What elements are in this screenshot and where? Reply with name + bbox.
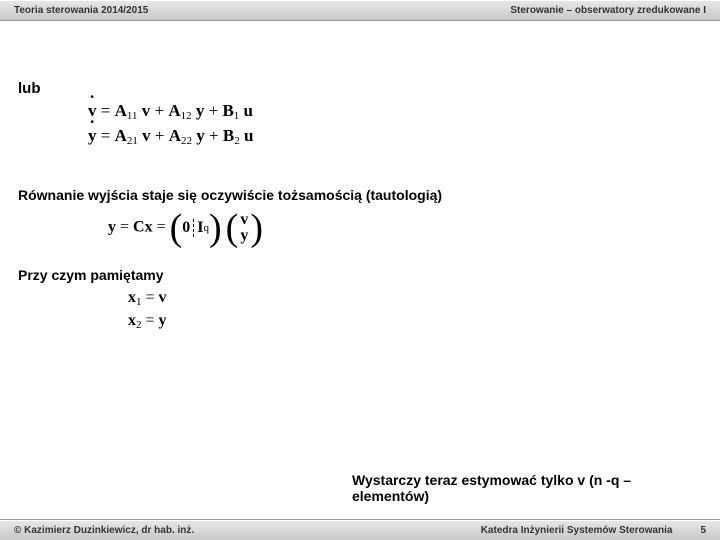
header-bar: Teoria sterowania 2014/2015 Sterowanie –… [0, 0, 720, 21]
sym-u2: u [244, 126, 253, 145]
slide-body: lub v = A11 v + A12 y + B1 u y = A21 v + [18, 30, 702, 510]
header-right: Sterowanie – obserwatory zredukowane I [510, 5, 706, 16]
map-v: v [159, 289, 167, 306]
eq-row-2: y = A21 v + A22 y + B2 u [88, 126, 702, 147]
sub-2: 2 [234, 135, 240, 147]
sub-x1: 1 [136, 296, 142, 308]
zero: 0 [182, 219, 190, 237]
vline-icon [193, 219, 194, 237]
paragraph-remember: Przy czym pamiętamy [18, 267, 702, 283]
block-vy: ( v y ) [226, 211, 263, 245]
footer-bar: © Kazimierz Duzinkiewicz, dr hab. inż. K… [0, 519, 720, 540]
out-C: C [133, 219, 145, 236]
sym-A22: A [169, 126, 181, 145]
footer-left: © Kazimierz Duzinkiewicz, dr hab. inż. [14, 525, 194, 536]
sym-y2: y [196, 126, 205, 145]
sym-B1: B [222, 101, 233, 120]
sub-11: 11 [127, 110, 138, 122]
paragraph-tautology: Równanie wyjścia staje się oczywiście to… [18, 187, 702, 203]
sym-A12: A [168, 101, 180, 120]
out-x: x [145, 219, 153, 236]
slide: Teoria sterowania 2014/2015 Sterowanie –… [0, 0, 720, 540]
footer-dept: Katedra Inżynierii Systemów Sterowania [481, 525, 673, 536]
vec-y: y [240, 228, 248, 244]
output-equation: y = Cx = ( 0 Iq ) ( v y ) [108, 211, 702, 245]
vec-v: v [240, 212, 248, 228]
sym-A11: A [115, 101, 127, 120]
out-y: y [108, 219, 116, 236]
sub-21: 21 [127, 135, 138, 147]
eq-row-1: v = A11 v + A12 y + B1 u [88, 101, 702, 122]
map-y: y [159, 312, 167, 329]
map-row-1: x1 = v [128, 289, 702, 308]
sym-x2: x [128, 312, 136, 329]
header-left: Teoria sterowania 2014/2015 [14, 5, 148, 16]
map-row-2: x2 = y [128, 312, 702, 331]
sub-1: 1 [234, 110, 240, 122]
mapping-equations: x1 = v x2 = y [128, 289, 702, 331]
page-number: 5 [700, 525, 706, 536]
sub-22: 22 [181, 135, 192, 147]
sub-12: 12 [181, 110, 192, 122]
sym-v: v [142, 101, 151, 120]
var-ydot: y [88, 126, 97, 146]
sym-x1: x [128, 289, 136, 306]
text-lub: lub [18, 80, 702, 97]
callout-estimate: Wystarczy teraz estymować tylko v (n -q … [352, 472, 632, 504]
sym-A21: A [115, 126, 127, 145]
block-0I: ( 0 Iq ) [170, 211, 222, 245]
sym-v2: v [142, 126, 151, 145]
state-equations: v = A11 v + A12 y + B1 u y = A21 v + A22… [88, 101, 702, 147]
sym-y: y [196, 101, 205, 120]
sub-x2: 2 [136, 319, 142, 331]
sym-u: u [244, 101, 253, 120]
sym-B2: B [223, 126, 234, 145]
